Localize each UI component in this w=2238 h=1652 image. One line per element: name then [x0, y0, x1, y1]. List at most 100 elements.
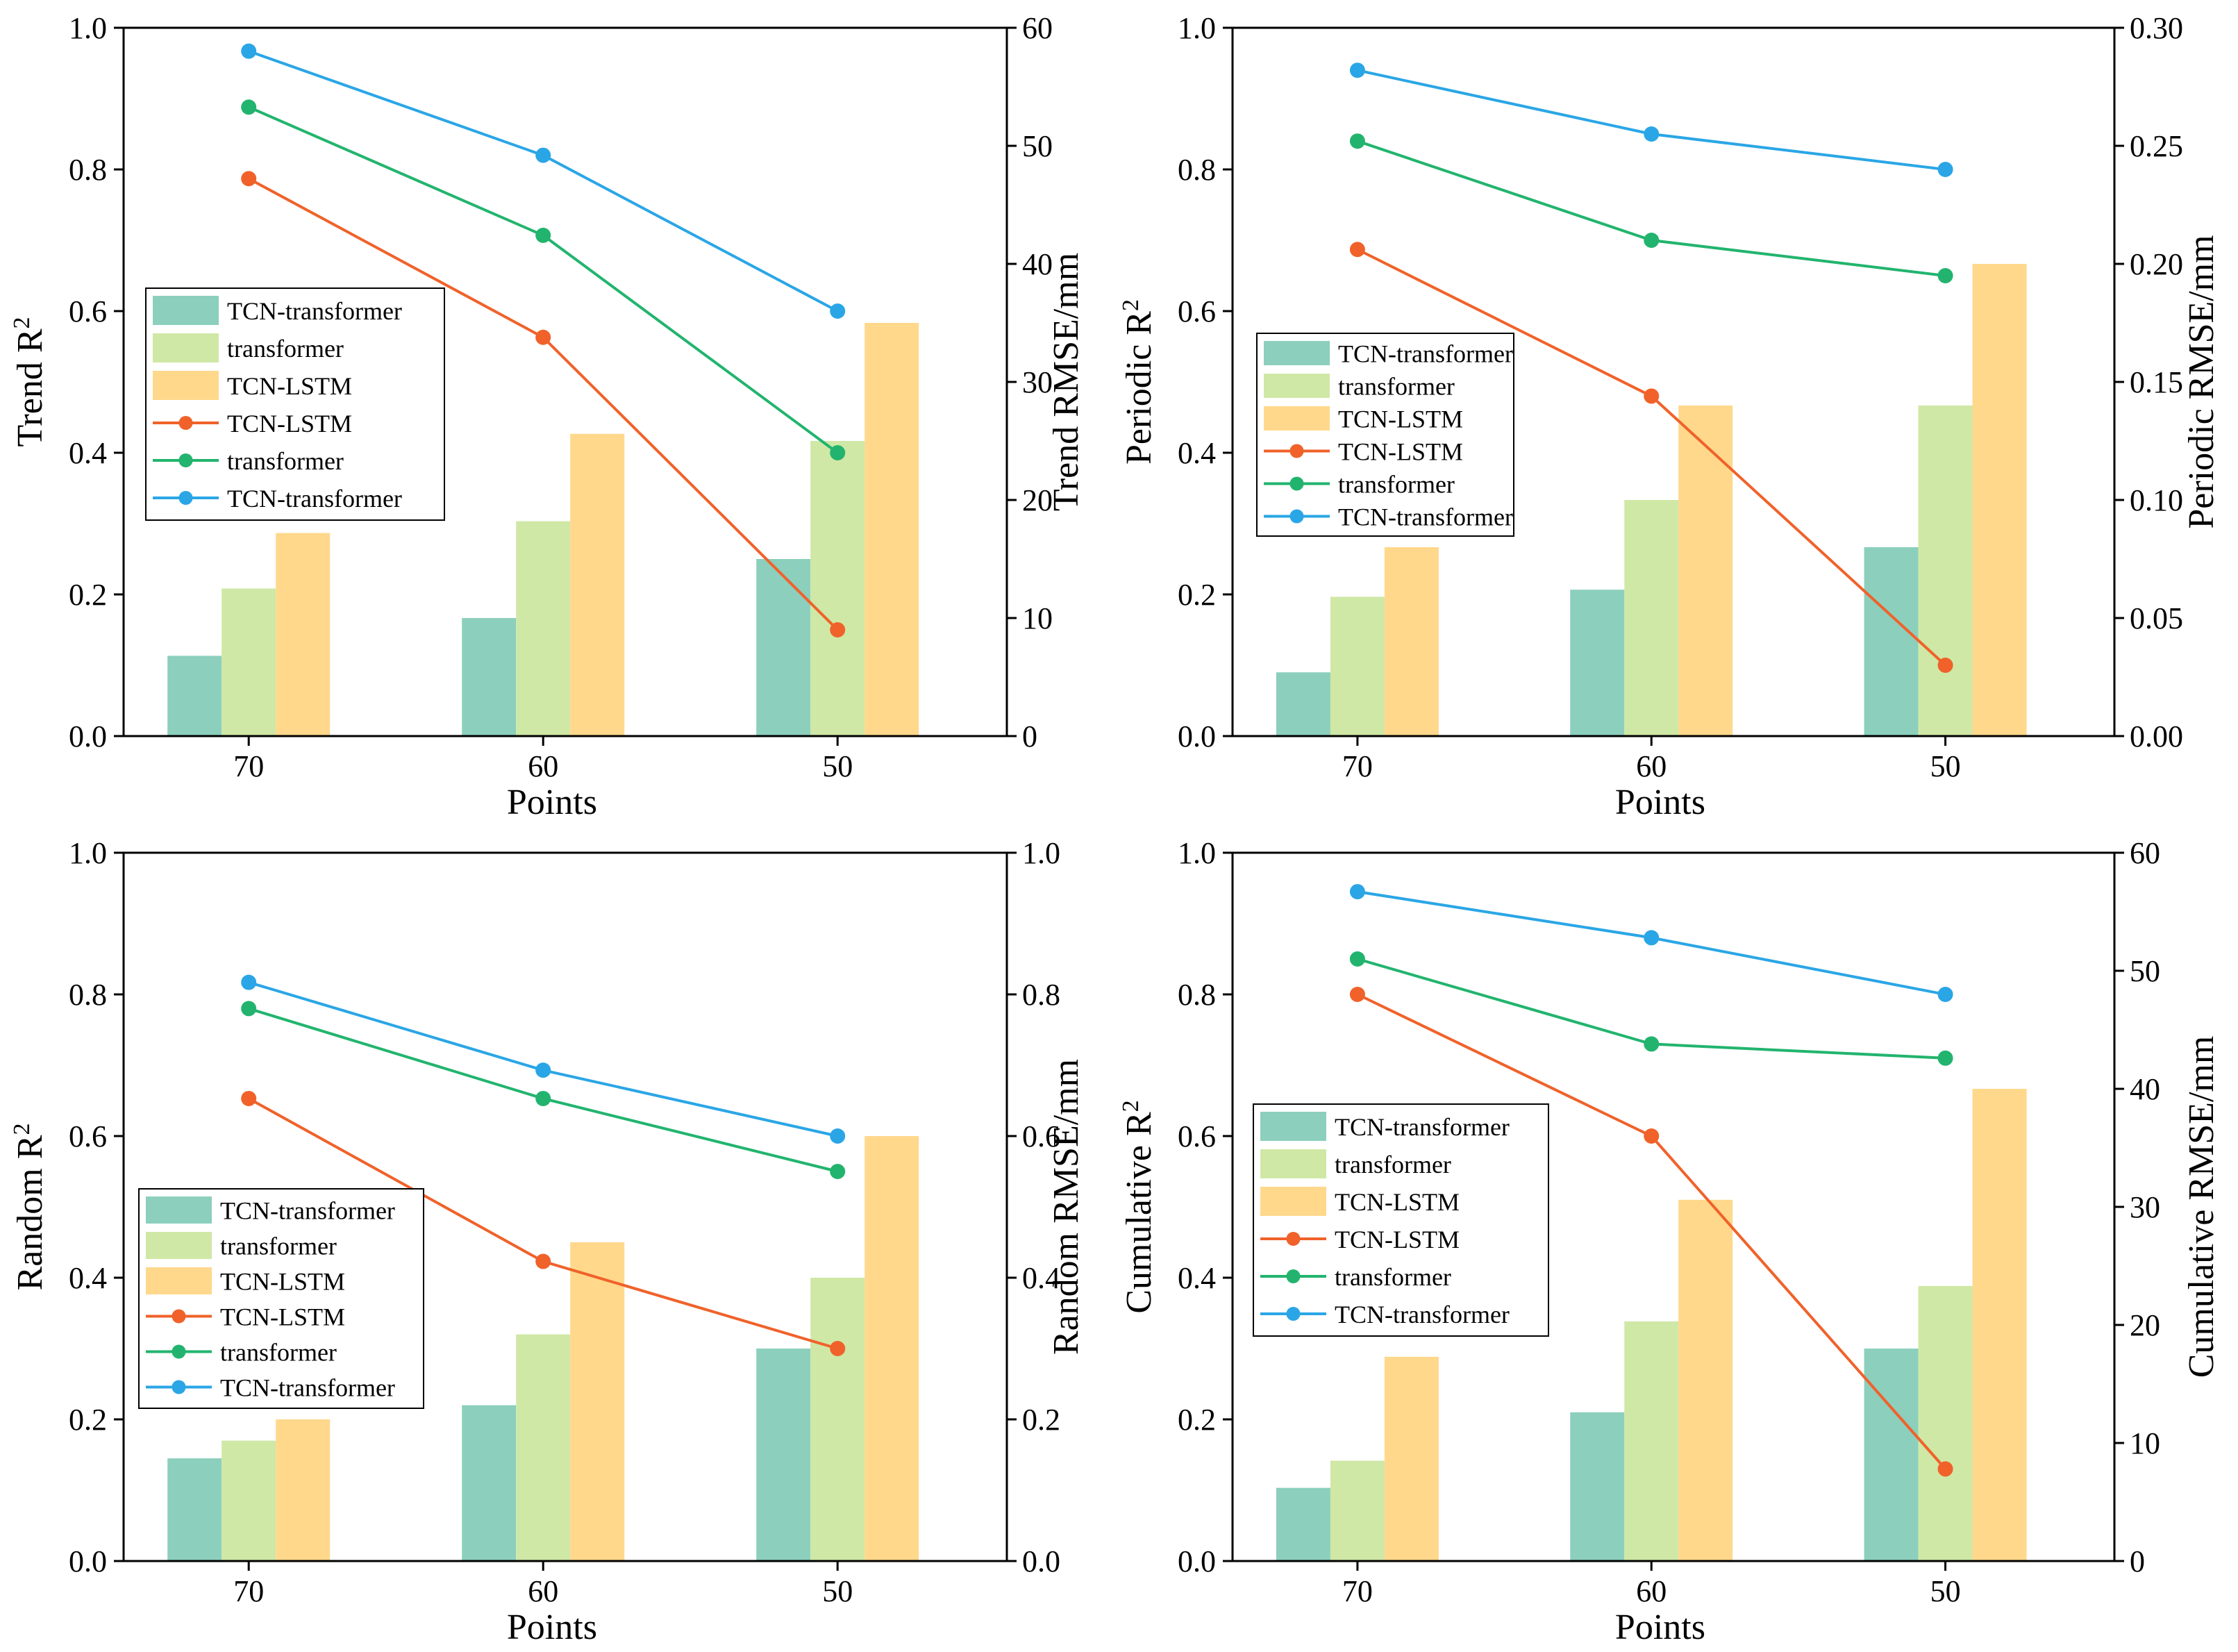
- x-axis-title: Points: [1615, 783, 1705, 822]
- point-tcn-transformer-60: [535, 1062, 551, 1078]
- bar-tcn-transformer-50: [756, 1349, 811, 1561]
- left-axis-title-text: Trend R: [10, 328, 50, 447]
- bar-tcn-lstm-60: [1678, 1199, 1733, 1561]
- right-tick-label: 40: [1022, 247, 1053, 281]
- x-tick-label: 50: [822, 1574, 853, 1608]
- right-tick-label: 0.10: [2130, 483, 2183, 517]
- point-transformer-70: [241, 1001, 257, 1017]
- legend-label-bar_tcn_lstm: TCN-LSTM: [1338, 406, 1463, 433]
- legend-swatch-bar_transformer: [1260, 1149, 1326, 1178]
- bar-tcn-transformer-60: [462, 618, 517, 736]
- left-axis-title-text: Periodic R: [1119, 311, 1159, 465]
- point-tcn-lstm-70: [1349, 242, 1365, 258]
- legend-label-line_tcn_transformer: TCN-transformer: [1338, 503, 1513, 531]
- point-transformer-50: [830, 1164, 846, 1179]
- point-tcn-lstm-60: [535, 1253, 551, 1269]
- right-axis-title: Periodic RMSE/mm: [2182, 235, 2221, 528]
- point-tcn-lstm-50: [830, 622, 846, 637]
- legend-swatch-bar_tcn_transformer: [153, 296, 219, 325]
- point-tcn-transformer-60: [535, 147, 551, 163]
- legend-label-line_transformer: transformer: [1335, 1263, 1451, 1291]
- left-tick-label: 0.6: [69, 294, 107, 328]
- bar-tcn-lstm-70: [1384, 1356, 1439, 1561]
- right-tick-label: 0: [2130, 1544, 2145, 1578]
- left-tick-label: 1.0: [1178, 11, 1216, 45]
- point-tcn-transformer-70: [241, 43, 257, 59]
- legend-swatch-bar_tcn_transformer: [1260, 1112, 1326, 1141]
- right-tick-label: 0.6: [1022, 1119, 1060, 1153]
- left-tick-label: 0.4: [1178, 1261, 1216, 1295]
- right-tick-label: 0: [1022, 719, 1037, 753]
- legend-marker-line_transformer: [1289, 476, 1304, 491]
- bar-tcn-lstm-60: [570, 1242, 625, 1561]
- bar-transformer-70: [222, 1440, 276, 1561]
- right-tick-label: 0.8: [1022, 978, 1060, 1012]
- bar-transformer-70: [222, 588, 276, 736]
- point-tcn-transformer-50: [1937, 162, 1953, 177]
- legend-swatch-bar_transformer: [153, 333, 219, 362]
- point-transformer-50: [1937, 1050, 1953, 1066]
- legend: TCN-transformer transformer TCN-LSTM TCN-LS…: [1256, 333, 1514, 537]
- x-axis-title: Points: [507, 1608, 597, 1647]
- point-tcn-lstm-70: [241, 171, 257, 187]
- point-tcn-transformer-50: [1937, 987, 1953, 1002]
- point-tcn-transformer-70: [241, 974, 257, 990]
- legend-label-bar_tcn_transformer: TCN-transformer: [220, 1197, 395, 1225]
- legend: TCN-transformer transformer TCN-LSTM TCN-LS…: [1253, 1103, 1549, 1337]
- bar-transformer-60: [516, 521, 571, 736]
- legend-box: [1256, 333, 1514, 537]
- point-transformer-50: [1937, 268, 1953, 283]
- legend-label-bar_tcn_lstm: TCN-LSTM: [227, 372, 352, 400]
- point-tcn-transformer-50: [830, 303, 846, 319]
- right-tick-label: 30: [2130, 1190, 2160, 1224]
- legend: TCN-transformer transformer TCN-LSTM TCN-LS…: [145, 287, 445, 521]
- point-tcn-lstm-70: [241, 1090, 257, 1106]
- bar-transformer-50: [810, 441, 865, 736]
- left-tick-label: 0.8: [1178, 978, 1216, 1012]
- legend-label-line_tcn_transformer: TCN-transformer: [1335, 1301, 1510, 1328]
- legend-label-bar_tcn_lstm: TCN-LSTM: [1335, 1188, 1460, 1216]
- legend-swatch-bar_transformer: [146, 1232, 212, 1259]
- point-transformer-70: [1349, 133, 1365, 149]
- bar-transformer-60: [1624, 1321, 1679, 1561]
- left-tick-label: 1.0: [1178, 836, 1216, 870]
- legend-marker-line_tcn_lstm: [1289, 444, 1304, 458]
- legend-marker-line_tcn_transformer: [1286, 1307, 1301, 1321]
- left-axis-title-superscript: 2: [1118, 1100, 1144, 1112]
- left-tick-label: 0.6: [69, 1119, 107, 1153]
- line-tcn-transformer: [248, 49, 839, 312]
- right-tick-label: 10: [2130, 1426, 2160, 1460]
- left-tick-label: 0.0: [1178, 1544, 1216, 1578]
- right-tick-label: 30: [1022, 365, 1053, 399]
- bar-tcn-transformer-70: [1276, 672, 1330, 736]
- legend-swatch-bar_tcn_lstm: [1264, 406, 1330, 431]
- right-tick-label: 0.25: [2130, 129, 2183, 163]
- right-tick-label: 20: [1022, 483, 1053, 517]
- left-tick-label: 0.4: [69, 1261, 107, 1295]
- legend-swatch-bar_transformer: [1264, 374, 1330, 398]
- point-transformer-70: [241, 99, 257, 115]
- legend-marker-line_transformer: [1286, 1269, 1301, 1283]
- legend-label-line_tcn_lstm: TCN-LSTM: [1338, 438, 1463, 466]
- legend-label-bar_tcn_lstm: TCN-LSTM: [220, 1268, 345, 1296]
- x-tick-label: 50: [822, 749, 853, 783]
- legend-label-line_transformer: transformer: [227, 447, 344, 475]
- line-transformer: [1357, 140, 1946, 277]
- x-tick-label: 60: [528, 1574, 558, 1608]
- legend-label-bar_transformer: transformer: [227, 335, 344, 362]
- legend-marker-line_tcn_transformer: [178, 491, 193, 505]
- bar-tcn-lstm-60: [1678, 406, 1733, 736]
- right-tick-label: 60: [1022, 11, 1053, 45]
- x-tick-label: 70: [233, 1574, 264, 1608]
- bar-tcn-transformer-70: [167, 656, 222, 736]
- legend-label-line_tcn_transformer: TCN-transformer: [227, 485, 402, 512]
- right-tick-label: 1.0: [1022, 836, 1060, 870]
- left-axis-title-superscript: 2: [9, 1124, 35, 1135]
- x-tick-label: 60: [528, 749, 558, 783]
- plot-frame: [122, 851, 1008, 1562]
- left-tick-label: 0.0: [1178, 719, 1216, 753]
- legend-swatch-bar_tcn_transformer: [146, 1196, 212, 1224]
- legend-label-bar_tcn_transformer: TCN-transformer: [227, 297, 402, 325]
- point-tcn-transformer-50: [830, 1128, 846, 1144]
